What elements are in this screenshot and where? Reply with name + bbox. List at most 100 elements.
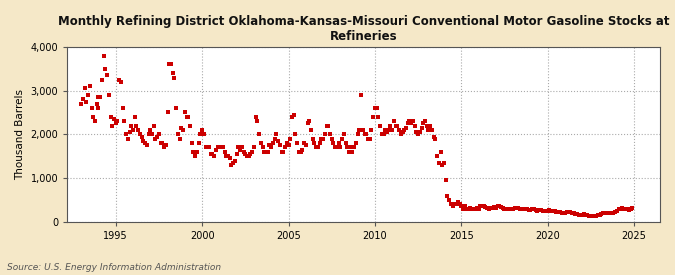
Point <box>537 209 548 213</box>
Point <box>124 130 135 134</box>
Point <box>186 141 197 145</box>
Point <box>591 213 601 218</box>
Point <box>501 207 512 211</box>
Point <box>542 209 553 213</box>
Point <box>209 154 219 158</box>
Point <box>255 141 266 145</box>
Point <box>346 145 356 150</box>
Point <box>223 154 234 158</box>
Point <box>414 130 425 134</box>
Point <box>121 132 132 136</box>
Point <box>309 141 320 145</box>
Point <box>150 136 161 141</box>
Point <box>88 115 99 119</box>
Point <box>593 213 603 217</box>
Point <box>173 132 184 136</box>
Point <box>547 209 558 213</box>
Point <box>608 210 619 215</box>
Point <box>541 209 551 213</box>
Point <box>483 207 494 211</box>
Point <box>577 213 588 217</box>
Point <box>148 123 159 128</box>
Point <box>264 143 275 147</box>
Point <box>290 132 301 136</box>
Point <box>616 206 627 210</box>
Point <box>224 156 235 161</box>
Point <box>599 211 610 215</box>
Point <box>397 130 408 134</box>
Point <box>233 145 244 150</box>
Point <box>159 145 169 150</box>
Point <box>470 207 481 211</box>
Point <box>387 128 398 132</box>
Point <box>504 207 515 212</box>
Point <box>211 147 221 152</box>
Point <box>78 97 88 101</box>
Point <box>409 123 420 128</box>
Point <box>562 210 572 214</box>
Point <box>352 132 363 136</box>
Point <box>157 141 168 145</box>
Point <box>573 213 584 217</box>
Point <box>546 209 557 213</box>
Point <box>82 93 93 97</box>
Point <box>271 132 281 136</box>
Point <box>188 150 199 154</box>
Point <box>330 145 341 150</box>
Point <box>461 207 472 212</box>
Point <box>298 141 309 145</box>
Point <box>102 73 113 78</box>
Point <box>283 143 294 147</box>
Point <box>499 207 510 211</box>
Point <box>134 132 145 136</box>
Point <box>373 115 384 119</box>
Point <box>425 123 435 128</box>
Point <box>126 123 136 128</box>
Point <box>162 110 173 115</box>
Point <box>221 154 232 158</box>
Point <box>416 126 427 130</box>
Point <box>368 115 379 119</box>
Point <box>560 210 570 215</box>
Point <box>359 132 370 136</box>
Point <box>304 119 315 123</box>
Point <box>263 150 273 154</box>
Point <box>471 205 482 210</box>
Point <box>161 143 171 147</box>
Point <box>435 150 446 154</box>
Point <box>190 154 200 158</box>
Point <box>618 207 629 211</box>
Point <box>473 207 484 211</box>
Point <box>381 130 392 134</box>
Point <box>313 145 323 150</box>
Point <box>449 202 460 207</box>
Point <box>171 106 182 110</box>
Point <box>178 128 188 132</box>
Point <box>411 130 422 134</box>
Point <box>110 121 121 126</box>
Point <box>408 119 418 123</box>
Point <box>254 132 265 136</box>
Point <box>596 212 607 216</box>
Point <box>421 123 432 128</box>
Point <box>406 121 416 126</box>
Point <box>338 132 349 136</box>
Point <box>214 145 225 150</box>
Point <box>295 150 306 154</box>
Point <box>204 145 215 150</box>
Point <box>463 207 474 211</box>
Point <box>464 205 475 210</box>
Point <box>90 119 101 123</box>
Point <box>375 123 385 128</box>
Point <box>568 211 579 216</box>
Point <box>325 132 335 136</box>
Point <box>412 132 423 136</box>
Point <box>451 202 462 207</box>
Point <box>418 121 429 126</box>
Point <box>625 207 636 211</box>
Point <box>428 134 439 139</box>
Point <box>622 207 632 212</box>
Point <box>230 158 240 163</box>
Point <box>176 126 187 130</box>
Point <box>242 154 252 158</box>
